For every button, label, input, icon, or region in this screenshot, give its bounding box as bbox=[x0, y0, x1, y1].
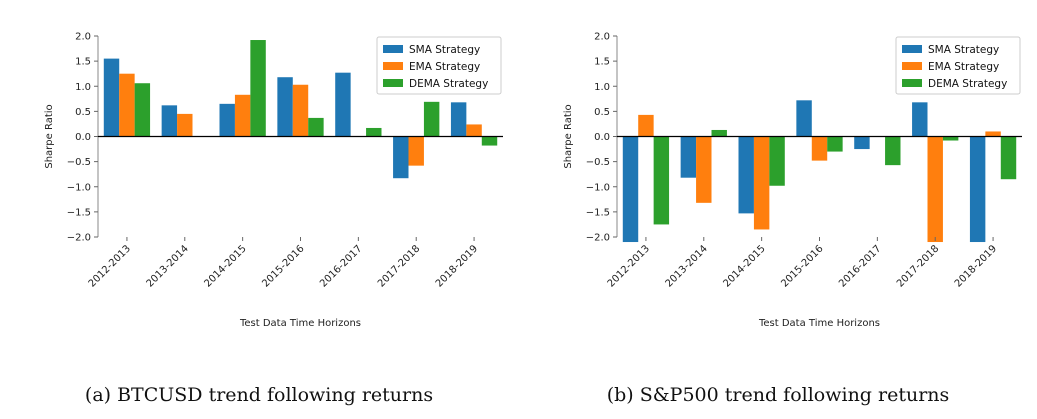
legend-box bbox=[895, 36, 1021, 95]
y-tick-label: −0.5 bbox=[67, 157, 91, 168]
x-tick-label: 2014-2015 bbox=[202, 243, 248, 289]
y-tick-label: 0.5 bbox=[75, 107, 91, 118]
bar-ema bbox=[753, 136, 770, 230]
legend-label: SMA Strategy bbox=[928, 44, 999, 56]
bar-ema bbox=[177, 113, 193, 137]
bar-sma bbox=[912, 102, 928, 137]
y-tick-label: −2.0 bbox=[586, 233, 610, 244]
legend-swatch bbox=[902, 62, 922, 70]
bar-sma bbox=[393, 136, 409, 179]
y-tick-label: −1.0 bbox=[586, 182, 610, 193]
y-axis-label: Sharpe Ratio bbox=[563, 104, 574, 168]
bar-sma bbox=[103, 58, 120, 137]
bar-dema bbox=[250, 40, 266, 137]
x-tick-label: 2014-2015 bbox=[721, 243, 767, 289]
x-tick-label: 2013-2014 bbox=[145, 243, 191, 289]
bar-sma bbox=[622, 136, 639, 243]
bar-sma bbox=[796, 100, 812, 137]
bar-ema bbox=[696, 136, 712, 203]
x-tick-label: 2013-2014 bbox=[664, 243, 710, 289]
legend-label: EMA Strategy bbox=[928, 61, 999, 73]
bar-ema bbox=[985, 131, 1001, 137]
y-tick-label: 1.0 bbox=[75, 82, 91, 93]
bar-dema bbox=[366, 127, 382, 137]
legend-swatch bbox=[383, 62, 403, 70]
bar-dema bbox=[653, 136, 670, 225]
y-tick-label: 1.5 bbox=[594, 57, 610, 68]
bar-ema bbox=[119, 73, 135, 137]
legend-swatch bbox=[383, 45, 403, 53]
x-tick-label: 2015-2016 bbox=[260, 243, 306, 289]
bar-sma bbox=[219, 103, 235, 137]
y-axis-label: Sharpe Ratio bbox=[44, 104, 55, 168]
y-tick-label: 0.0 bbox=[75, 132, 91, 143]
y-tick-label: 1.0 bbox=[594, 82, 610, 93]
x-tick-label: 2017-2018 bbox=[895, 243, 941, 289]
bar-ema bbox=[811, 136, 828, 161]
bar-dema bbox=[885, 136, 901, 166]
x-axis-label: Test Data Time Horizons bbox=[758, 318, 880, 329]
bar-dema bbox=[481, 136, 498, 146]
bar-sma bbox=[969, 136, 986, 243]
legend-swatch bbox=[383, 79, 403, 87]
bar-dema bbox=[769, 136, 785, 186]
bar-sma bbox=[277, 77, 293, 137]
bar-dema bbox=[1000, 136, 1017, 180]
bar-ema bbox=[927, 136, 943, 243]
bar-ema bbox=[234, 94, 251, 137]
legend-swatch bbox=[902, 45, 922, 53]
bar-ema bbox=[638, 114, 654, 137]
bar-sma bbox=[854, 136, 870, 150]
bar-sma bbox=[738, 136, 754, 214]
chart-panel-b: −2.0 −1.5 −1.0 −0.5 0.0 0.5 1.0 1.5 2.0 2012-2013… bbox=[519, 0, 1037, 419]
y-tick-label: −2.0 bbox=[67, 233, 91, 244]
x-tick-label: 2016-2017 bbox=[318, 243, 364, 289]
chart-a-svg: −2.0 −1.5 −1.0 −0.5 0.0 0.5 1.0 1.5 2.0 2012-2013… bbox=[44, 32, 503, 329]
legend-label: SMA Strategy bbox=[409, 44, 480, 56]
y-tick-label: −1.0 bbox=[67, 182, 91, 193]
bar-ema bbox=[466, 124, 482, 137]
y-tick-label: 2.0 bbox=[594, 32, 610, 43]
x-tick-label: 2012-2013 bbox=[87, 243, 133, 289]
bar-dema bbox=[423, 101, 440, 137]
chart-b-svg: −2.0 −1.5 −1.0 −0.5 0.0 0.5 1.0 1.5 2.0 2012-2013… bbox=[563, 32, 1022, 329]
x-axis-label: Test Data Time Horizons bbox=[239, 318, 361, 329]
legend-label: EMA Strategy bbox=[409, 61, 480, 73]
caption-a: (a) BTCUSD trend following returns bbox=[84, 384, 434, 406]
y-tick-label: −0.5 bbox=[586, 157, 610, 168]
bar-sma bbox=[161, 105, 178, 137]
bar-ema bbox=[408, 136, 424, 166]
bar-ema bbox=[292, 84, 309, 137]
y-tick-label: −1.5 bbox=[67, 207, 91, 218]
legend-label: DEMA Strategy bbox=[928, 78, 1007, 90]
legend-swatch bbox=[902, 79, 922, 87]
chart-panel-a: −2.0 −1.5 −1.0 −0.5 0.0 0.5 1.0 1.5 2.0 2012-2013… bbox=[0, 0, 518, 419]
y-tick-label: 2.0 bbox=[75, 32, 91, 43]
x-tick-label: 2017-2018 bbox=[376, 243, 422, 289]
legend-label: DEMA Strategy bbox=[409, 78, 488, 90]
x-tick-label: 2015-2016 bbox=[779, 243, 825, 289]
bar-sma bbox=[450, 102, 467, 137]
bar-dema bbox=[308, 117, 324, 137]
bar-dema bbox=[827, 136, 843, 152]
x-tick-label: 2016-2017 bbox=[837, 243, 883, 289]
bar-dema bbox=[134, 83, 151, 137]
bar-dema bbox=[711, 129, 727, 137]
legend-box bbox=[376, 36, 502, 95]
x-tick-label: 2012-2013 bbox=[606, 243, 652, 289]
bar-dema bbox=[942, 136, 959, 141]
x-tick-label: 2018-2019 bbox=[953, 243, 999, 289]
y-tick-label: 0.5 bbox=[594, 107, 610, 118]
y-tick-label: 1.5 bbox=[75, 57, 91, 68]
y-tick-label: −1.5 bbox=[586, 207, 610, 218]
x-tick-label: 2018-2019 bbox=[434, 243, 480, 289]
bar-sma bbox=[335, 72, 351, 137]
y-tick-label: 0.0 bbox=[594, 132, 610, 143]
bar-sma bbox=[680, 136, 697, 178]
caption-b: (b) S&P500 trend following returns bbox=[606, 384, 950, 406]
